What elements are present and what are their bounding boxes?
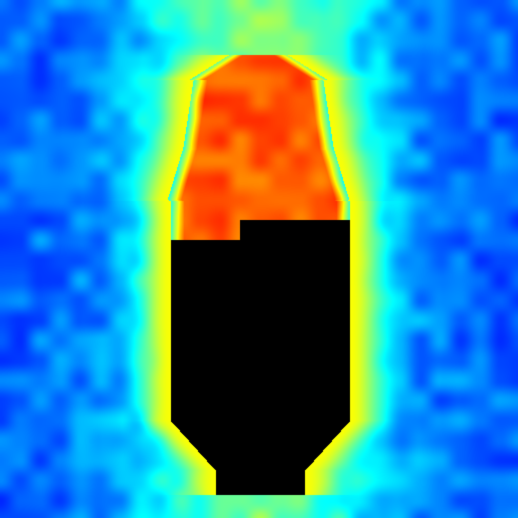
thermal-image: [0, 0, 518, 518]
heatmap-canvas: [0, 0, 518, 518]
